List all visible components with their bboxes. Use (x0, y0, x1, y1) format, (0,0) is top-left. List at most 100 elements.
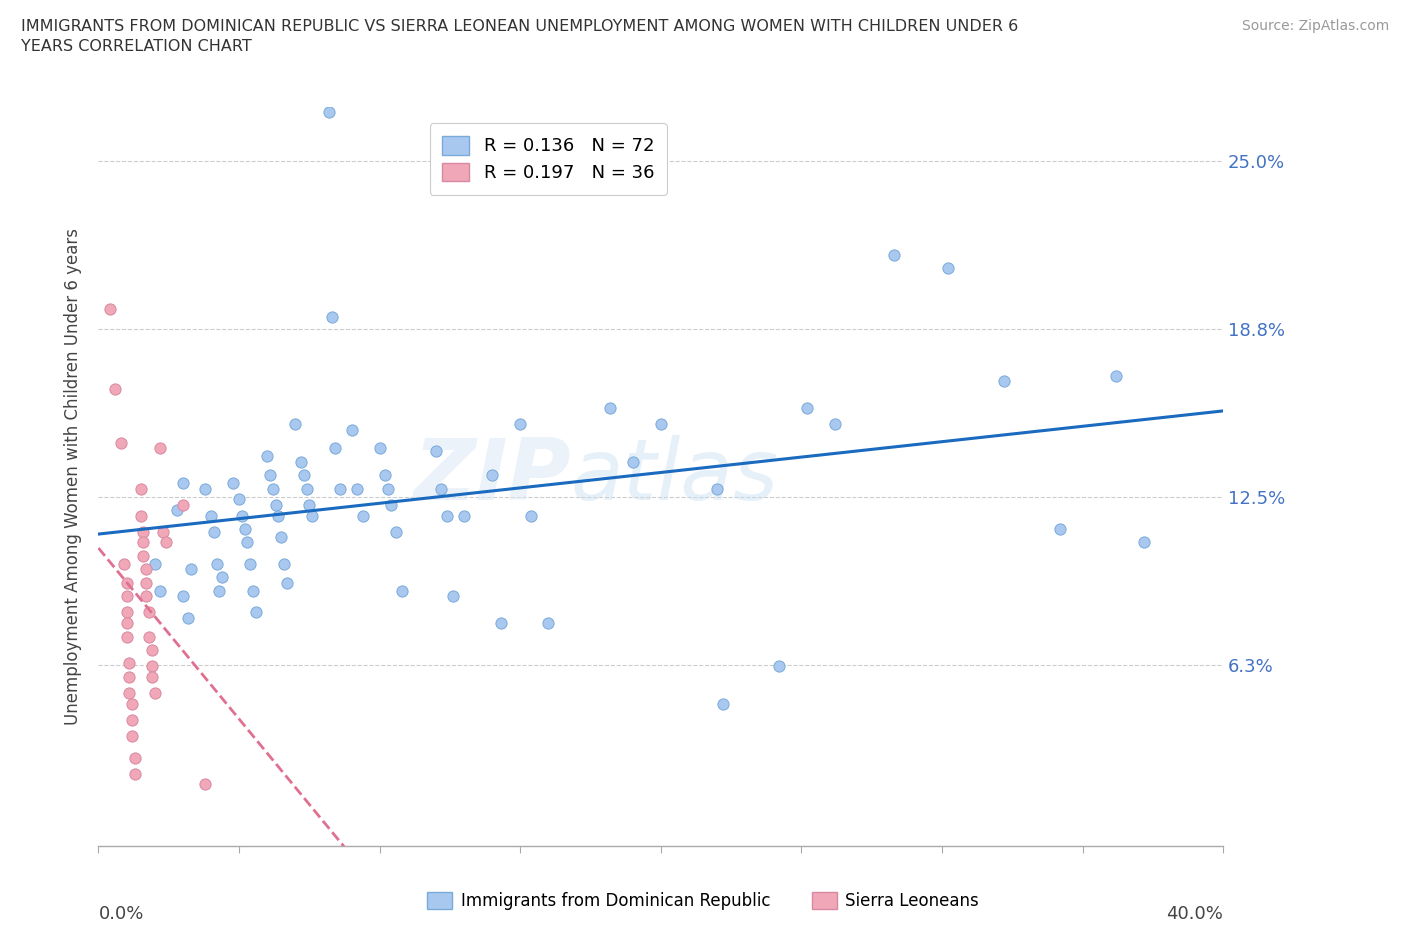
Point (194, 777, 217, 792)
Point (132, 525, 155, 539)
Text: atlas: atlas (571, 435, 779, 518)
Point (599, 401, 621, 416)
Text: ZIP: ZIP (413, 435, 571, 518)
Point (430, 482, 453, 497)
Point (172, 498, 194, 512)
Point (149, 583, 172, 598)
Point (104, 382, 127, 397)
Point (441, 589, 464, 604)
Point (368, 441, 391, 456)
Text: IMMIGRANTS FROM DOMINICAN REPUBLIC VS SIERRA LEONEAN UNEMPLOYMENT AMONG WOMEN WI: IMMIGRANTS FROM DOMINICAN REPUBLIC VS SI… (21, 19, 1018, 33)
Point (489, 616, 512, 631)
Point (115, 576, 138, 591)
Point (231, 508, 253, 523)
Point (211, 570, 233, 585)
Point (453, 508, 475, 523)
Point (149, 441, 172, 456)
Point (110, 435, 132, 450)
Text: Source: ZipAtlas.com: Source: ZipAtlas.com (1241, 19, 1389, 33)
Point (138, 630, 160, 644)
Point (141, 670, 163, 684)
Point (993, 374, 1015, 389)
Point (1133, 535, 1156, 550)
Point (318, 105, 340, 120)
Legend: Immigrants from Dominican Republic, Sierra Leoneans: Immigrants from Dominican Republic, Sier… (420, 885, 986, 917)
Point (115, 589, 138, 604)
Point (321, 309, 343, 324)
Point (264, 498, 287, 512)
Point (180, 562, 202, 577)
Point (118, 685, 141, 700)
Point (177, 610, 200, 625)
Point (121, 712, 143, 727)
Point (242, 583, 264, 598)
Point (374, 468, 396, 483)
Point (481, 468, 503, 483)
Point (290, 455, 312, 470)
Point (208, 583, 231, 598)
Point (621, 455, 644, 470)
Point (329, 482, 352, 497)
Point (205, 556, 228, 571)
Text: 0.0%: 0.0% (98, 906, 143, 923)
Point (711, 697, 734, 711)
Point (222, 476, 245, 491)
Point (270, 530, 292, 545)
Point (236, 535, 259, 550)
Point (98, 301, 121, 316)
Point (172, 476, 194, 491)
Point (391, 583, 413, 598)
Point (141, 658, 163, 673)
Point (115, 616, 138, 631)
Point (115, 604, 138, 619)
Point (155, 535, 177, 550)
Point (346, 482, 368, 497)
Point (537, 616, 560, 631)
Point (520, 508, 543, 523)
Point (883, 247, 905, 262)
Point (824, 417, 846, 432)
Point (509, 417, 531, 432)
Point (245, 604, 267, 619)
Point (115, 630, 138, 644)
Point (323, 441, 346, 456)
Point (121, 697, 143, 711)
Point (273, 556, 295, 571)
Point (340, 422, 363, 437)
Point (129, 482, 152, 497)
Point (112, 556, 135, 571)
Point (262, 482, 284, 497)
Point (118, 656, 141, 671)
Point (1105, 368, 1128, 383)
Point (135, 589, 157, 604)
Point (194, 482, 217, 497)
Point (118, 670, 141, 684)
Point (138, 604, 160, 619)
Point (1049, 522, 1071, 537)
Point (650, 417, 672, 432)
Text: YEARS CORRELATION CHART: YEARS CORRELATION CHART (21, 39, 252, 54)
Point (295, 482, 318, 497)
Point (267, 508, 290, 523)
Point (425, 444, 447, 458)
Point (239, 556, 262, 571)
Point (284, 417, 307, 432)
Point (301, 508, 323, 523)
Point (256, 449, 278, 464)
Point (352, 508, 374, 523)
Point (124, 766, 146, 781)
Point (377, 482, 399, 497)
Point (135, 562, 157, 577)
Point (259, 468, 281, 483)
Point (200, 508, 222, 523)
Point (768, 658, 790, 673)
Point (172, 589, 194, 604)
Point (135, 576, 157, 591)
Point (385, 525, 408, 539)
Point (121, 728, 143, 743)
Point (202, 525, 225, 539)
Point (143, 556, 166, 571)
Point (276, 576, 298, 591)
Point (124, 751, 146, 765)
Point (936, 260, 959, 275)
